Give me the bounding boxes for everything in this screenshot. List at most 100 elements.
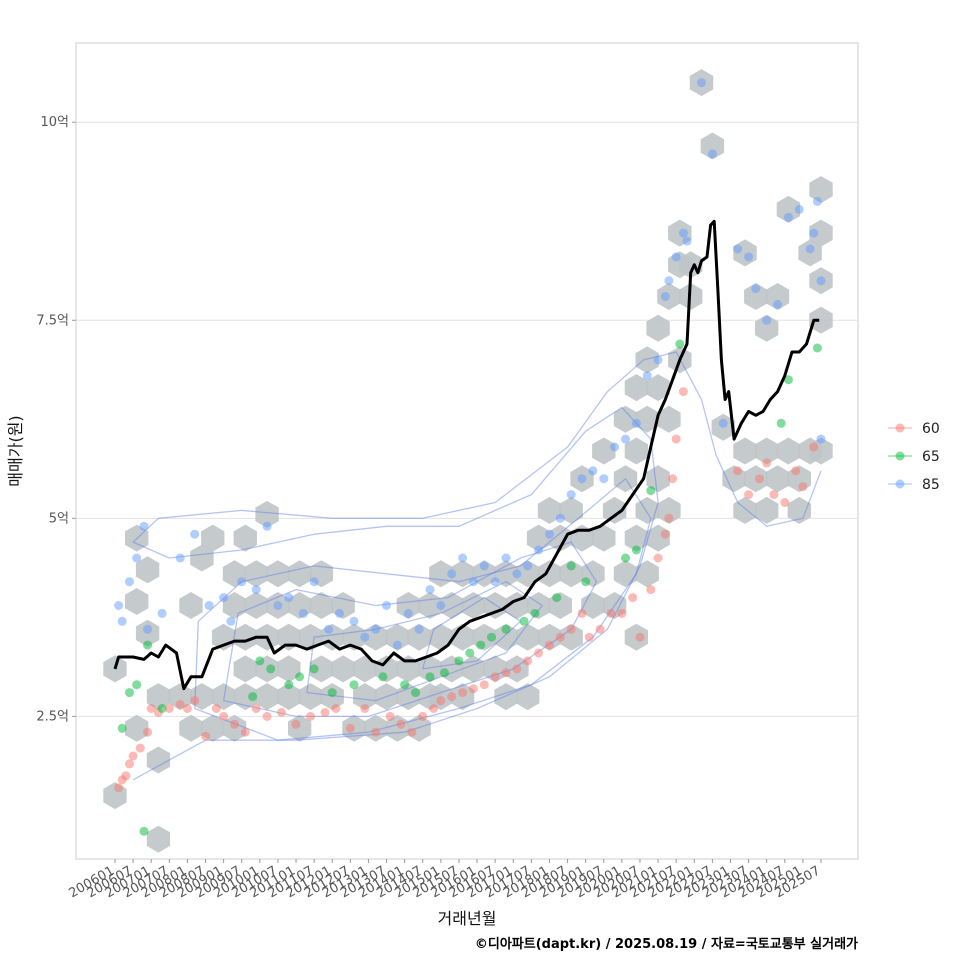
hexbin-cell xyxy=(342,623,366,651)
grid-lines xyxy=(76,121,858,717)
data-point xyxy=(653,553,663,563)
data-point xyxy=(447,569,457,579)
data-point xyxy=(501,624,511,634)
data-point xyxy=(230,719,239,729)
hexbin-cell xyxy=(244,560,268,588)
x-axis-ticks: 2006012006072007012007072008012008072009… xyxy=(67,859,823,901)
hexbin-cell xyxy=(809,176,833,204)
data-point xyxy=(226,616,236,626)
data-point xyxy=(780,498,790,507)
hexbin-cell xyxy=(646,465,670,493)
data-point xyxy=(237,577,247,587)
data-point xyxy=(335,608,344,618)
hexbin-cell xyxy=(559,623,583,651)
hexbin-cell xyxy=(407,623,431,651)
hexbin-cell xyxy=(559,560,583,588)
data-point xyxy=(678,228,688,238)
legend-label: 60 xyxy=(922,421,940,437)
data-point xyxy=(146,704,156,713)
data-point xyxy=(139,521,149,531)
series-60 xyxy=(114,387,819,793)
data-point xyxy=(182,704,192,713)
data-point xyxy=(675,339,685,349)
hexbin-cell xyxy=(700,132,725,160)
legend-key-dot xyxy=(895,451,905,461)
data-point xyxy=(660,529,670,539)
data-point xyxy=(718,418,728,428)
data-point xyxy=(812,196,822,206)
hexbin-cell xyxy=(613,560,638,588)
hexbin-cell xyxy=(135,556,160,584)
hexbin-cell xyxy=(537,496,562,524)
data-point xyxy=(490,672,500,682)
hexbin-cell xyxy=(255,683,279,711)
data-point xyxy=(744,252,754,262)
data-point xyxy=(262,711,272,721)
data-point xyxy=(255,656,265,666)
hexbin-cell xyxy=(537,623,562,651)
data-point xyxy=(671,434,681,444)
data-point xyxy=(628,593,638,603)
data-point xyxy=(277,707,286,717)
hexbin-cell xyxy=(657,496,681,524)
data-point xyxy=(621,434,630,444)
hexbin-cell xyxy=(233,524,257,552)
data-point xyxy=(414,624,424,634)
data-point xyxy=(440,668,449,678)
hexbin-cell xyxy=(472,560,496,588)
hexbin-cell xyxy=(776,195,801,223)
data-point xyxy=(400,680,410,690)
data-point xyxy=(534,648,544,658)
data-point xyxy=(266,664,276,674)
scatter-points xyxy=(114,78,826,836)
data-point xyxy=(519,616,529,626)
data-point xyxy=(642,371,652,381)
hexbin-cell xyxy=(755,437,779,465)
chart-caption: ©디아파트(dapt.kr) / 2025.08.19 / 자료=국토교통부 실… xyxy=(475,936,858,952)
data-point xyxy=(175,553,185,563)
data-point xyxy=(114,783,124,793)
hexbin-cell xyxy=(494,623,518,651)
legend-label: 85 xyxy=(922,477,940,493)
hexbin-cell xyxy=(483,655,507,683)
data-point xyxy=(306,711,315,721)
hexbin-cell xyxy=(494,560,518,588)
data-point xyxy=(501,553,511,563)
data-point xyxy=(566,490,576,500)
data-point xyxy=(436,601,446,610)
data-point xyxy=(201,731,210,741)
data-point xyxy=(653,355,663,365)
hexbin-cell xyxy=(646,374,670,402)
hexbin-cell xyxy=(613,465,638,493)
data-point xyxy=(458,553,468,563)
data-point xyxy=(157,704,167,713)
data-point xyxy=(284,593,294,603)
data-point xyxy=(733,466,743,476)
data-point xyxy=(588,466,598,476)
hexbin-cell xyxy=(233,655,257,683)
hexbin-cell xyxy=(298,683,323,711)
hexbin-cell xyxy=(809,219,833,247)
data-point xyxy=(631,545,641,555)
hexbin-cell xyxy=(418,592,442,619)
data-point xyxy=(345,723,355,733)
data-point xyxy=(117,723,127,733)
data-point xyxy=(610,442,620,452)
data-point xyxy=(371,624,381,634)
data-point xyxy=(530,608,540,618)
hexbin-cell xyxy=(635,346,659,374)
data-point xyxy=(631,418,641,428)
hexbin-cell xyxy=(146,825,171,853)
data-point xyxy=(555,632,565,642)
data-point xyxy=(490,577,500,587)
data-point xyxy=(132,553,142,563)
data-point xyxy=(769,490,779,500)
data-point xyxy=(660,292,670,301)
data-point xyxy=(324,624,334,634)
data-point xyxy=(219,711,229,721)
data-point xyxy=(143,624,153,634)
y-tick-label: 2.5억 xyxy=(36,709,69,724)
hexbin-cell xyxy=(309,655,334,683)
data-point xyxy=(773,299,783,309)
